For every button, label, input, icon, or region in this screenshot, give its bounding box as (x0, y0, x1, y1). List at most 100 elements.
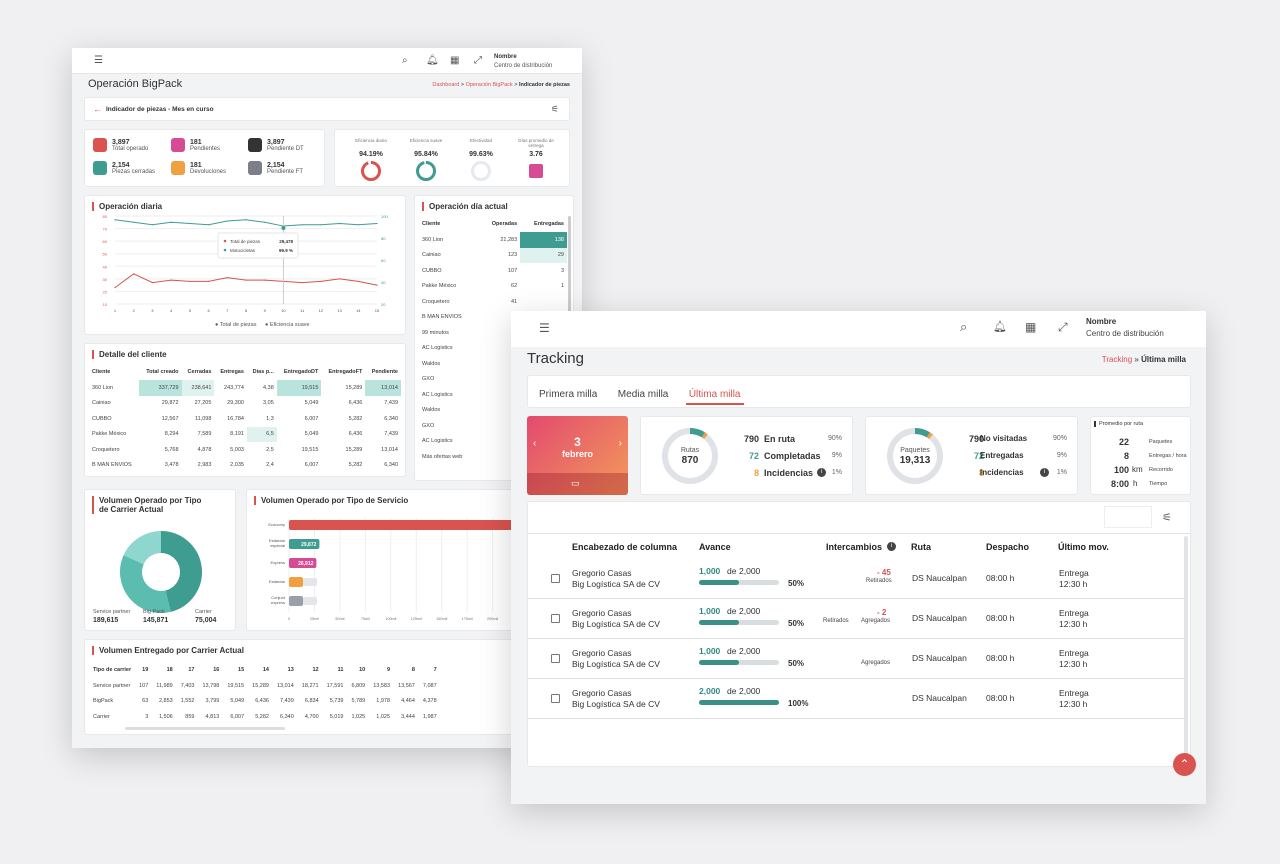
table-cell: 1,978 (376, 698, 391, 705)
bell-icon[interactable]: 🔔︎ (426, 55, 439, 66)
tab-primera-milla[interactable]: Primera milla (539, 389, 598, 400)
stat-percent: 9% (1056, 452, 1067, 459)
table-cell: 13,798 (202, 682, 220, 689)
table-row: Croquetero 41 (419, 294, 567, 310)
breadcrumb-dashboard[interactable]: Dashboard (432, 82, 460, 88)
filter-icon[interactable]: ⚟ (550, 104, 559, 114)
x-tick: 10 (281, 308, 286, 313)
search-icon[interactable]: ⌕ (960, 319, 968, 334)
tab-media-milla[interactable]: Media milla (617, 389, 669, 400)
breadcrumb: Dashboard > Operación BigPack > Indicado… (432, 82, 570, 88)
table-cell: 13,583 (373, 682, 391, 689)
column-header: 17 (188, 667, 195, 673)
x-tick: 200mil (487, 617, 498, 621)
table-row[interactable]: Gregorio Casas Big Logística SA de CV DS N… (528, 679, 1185, 719)
series-eficiencia-point (264, 221, 266, 223)
table-cell: Cainiao (422, 252, 441, 259)
column-header: EntregadoFT (328, 369, 363, 375)
table-cell: Service partner (93, 682, 131, 689)
vertical-scrollbar[interactable] (1184, 536, 1188, 756)
row-checkbox[interactable] (551, 654, 560, 663)
prev-date-icon[interactable]: ‹ (533, 438, 537, 449)
table-row: GXO (419, 418, 567, 434)
column-header: 13 (287, 667, 294, 673)
back-arrow-icon[interactable]: ← (93, 104, 102, 114)
search-box[interactable] (1104, 506, 1152, 528)
category-label: Economy (268, 522, 285, 527)
column-header: Operadas (491, 221, 518, 227)
y-tick-left: 40 (103, 264, 108, 269)
table-cell: 29,872 (161, 400, 179, 407)
bell-icon[interactable]: 🔔︎ (993, 321, 1007, 333)
kpi-label: Pendientes (190, 146, 221, 152)
table-row: Cainiao 29,872 27,205 29,300 3,05 5,049 6,436 7… (89, 396, 401, 412)
next-date-icon[interactable]: › (618, 438, 622, 449)
table-header-row: Cliente Total creado Cerradas Entregas Días … (89, 364, 401, 380)
row-checkbox[interactable] (551, 694, 560, 703)
x-tick: 2 (133, 308, 136, 313)
search-icon[interactable]: ⌕ (402, 55, 408, 66)
column-header: 19 (142, 667, 149, 673)
breadcrumb-sep: » (1132, 355, 1142, 364)
progress-percent: 100% (788, 699, 809, 708)
scrollbar[interactable] (568, 216, 571, 346)
breadcrumb-operacion[interactable]: Operación BigPack (465, 82, 513, 88)
fullscreen-icon[interactable]: ⤢ (1058, 320, 1068, 334)
cell-desp: 08:00 h (986, 693, 1015, 703)
cell-desp: 08:00 h (986, 573, 1015, 583)
table-row[interactable]: Gregorio Casas Big Logística SA de CV DS N… (528, 559, 1185, 599)
column-header: 18 (166, 667, 173, 673)
series-eficiencia-point (320, 224, 322, 226)
table-cell: 5,739 (329, 698, 344, 705)
x-tick: 5 (189, 308, 192, 313)
kpi-icon (93, 161, 107, 175)
stat-percent: 90% (1052, 435, 1067, 442)
category-label-line: Estándar (269, 538, 286, 543)
table-cell: 5,049 (304, 431, 319, 438)
legend-value: 75,004 (195, 617, 217, 624)
table-row[interactable]: Gregorio Casas Big Logística SA de CV DS N… (528, 639, 1185, 679)
cell-ruta: DS Naucalpan (912, 573, 967, 583)
operacion-dia-table: Cliente Operadas Entregadas 360 Lion 21,283 1… (419, 216, 567, 465)
table-cell: 4,878 (197, 446, 212, 453)
table-row[interactable]: Gregorio Casas Big Logística SA de CV DS N… (528, 599, 1185, 639)
table-cell: 19,515 (301, 446, 319, 453)
table-cell: Waldos (422, 407, 441, 414)
kpi-value: 2,154 (267, 162, 285, 169)
row-checkbox[interactable] (551, 574, 560, 583)
fullscreen-icon[interactable]: ⤢ (474, 55, 482, 66)
kpi-icon (93, 138, 107, 152)
breadcrumb-tracking[interactable]: Tracking (1101, 355, 1133, 364)
series-total-point (189, 280, 191, 282)
table-row: BigPack 63 2,853 1,552 3,799 5,049 6,436 7,439 6… (89, 694, 441, 710)
detalle-cliente-title: Detalle del cliente (92, 350, 167, 359)
table-cell: 41 (511, 298, 518, 305)
table-cell: 16,784 (227, 415, 244, 422)
series-total-point (264, 279, 266, 281)
exchange-retirados: Retirados (823, 618, 849, 624)
filter-icon[interactable]: ⚟ (1162, 512, 1172, 524)
tabs-bar: Primera milla Media milla Última milla (527, 375, 1191, 408)
vol-carrier-card: Volumen Operado por Tipo de Carrier Actu… (84, 489, 236, 631)
scroll-top-button[interactable]: ⌃ (1173, 753, 1196, 776)
row-checkbox[interactable] (551, 614, 560, 623)
x-tick: 8 (245, 308, 248, 313)
breadcrumb-sep: > (459, 82, 466, 88)
user-name[interactable]: Nombre (1086, 317, 1117, 326)
column-header: 8 (411, 667, 415, 673)
table-cell: 13,567 (398, 682, 415, 689)
user-name[interactable]: Nombre (494, 54, 517, 60)
y-tick-right: 60 (381, 258, 386, 263)
category-label-line: especial (270, 543, 285, 548)
menu-icon[interactable]: ☰ (539, 321, 550, 335)
menu-icon[interactable]: ☰ (94, 55, 103, 66)
stat-number: 72 (973, 451, 984, 461)
table-cell: 2,035 (230, 462, 244, 469)
grid-icon[interactable]: ▦ (1025, 320, 1037, 334)
tab-ultima-milla[interactable]: Última milla (685, 386, 744, 405)
calendar-button[interactable]: ▭ (527, 473, 628, 495)
kpi-icon (248, 161, 262, 175)
grid-icon[interactable]: ▦ (450, 55, 460, 66)
progress-total: 2,000 (739, 566, 761, 576)
horizontal-scrollbar[interactable] (125, 727, 285, 730)
